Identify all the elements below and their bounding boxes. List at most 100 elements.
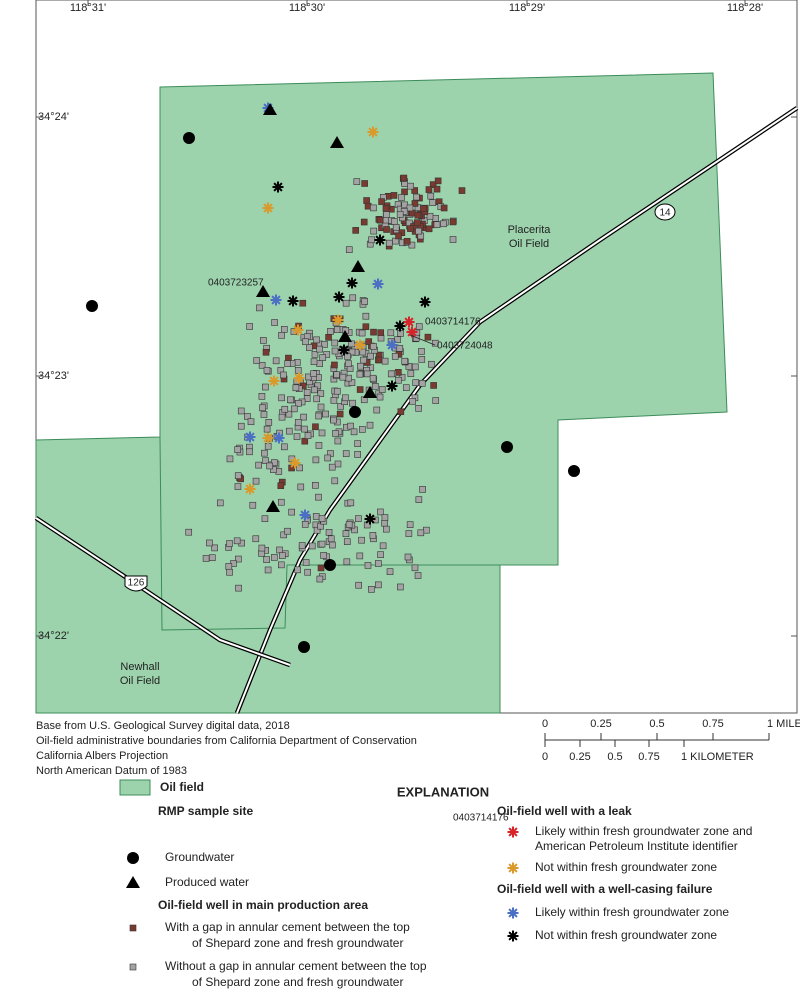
well: [315, 493, 322, 501]
well: [377, 551, 384, 558]
well: [370, 328, 377, 336]
route-label: 14: [659, 208, 671, 219]
well: [423, 526, 430, 534]
well: [339, 373, 347, 381]
well: [266, 462, 273, 470]
well: [278, 394, 285, 402]
leak-not: [290, 458, 300, 468]
well: [330, 397, 338, 404]
well: [356, 386, 364, 393]
well: [428, 360, 435, 368]
casing-failure-not: [365, 514, 375, 524]
well: [235, 555, 242, 563]
well: [331, 477, 339, 485]
well: [418, 379, 426, 387]
well: [383, 226, 390, 233]
scale-label: 0.25: [590, 718, 611, 730]
well: [284, 360, 291, 367]
well: [310, 358, 318, 366]
well: [369, 374, 377, 382]
legend-symbol: [508, 863, 518, 873]
legend-label: of Shepard zone and fresh groundwater: [192, 975, 403, 989]
well: [431, 339, 439, 347]
legend-heading: Oil-field well in main production area: [158, 898, 368, 912]
well: [368, 586, 375, 593]
well: [427, 192, 435, 200]
scale-label: 0.75: [702, 718, 723, 730]
well: [262, 348, 270, 356]
well: [297, 483, 305, 491]
route-label: 126: [128, 578, 145, 589]
well: [315, 412, 322, 420]
well: [347, 422, 354, 430]
well: [369, 532, 377, 539]
produced-water-site: [330, 136, 344, 148]
well: [265, 419, 273, 426]
well: [278, 561, 285, 569]
well: [382, 216, 390, 224]
well: [260, 411, 268, 418]
well: [294, 419, 302, 426]
well: [299, 299, 307, 307]
legend-swatch: [119, 779, 151, 796]
well: [252, 477, 260, 485]
well: [344, 353, 351, 360]
leak-not: [368, 127, 378, 137]
well: [400, 174, 408, 182]
casing-failure-likely: [373, 279, 383, 289]
well: [425, 186, 433, 193]
well: [336, 410, 344, 418]
well: [350, 428, 358, 436]
well: [280, 371, 287, 379]
well: [333, 371, 341, 378]
well: [353, 178, 361, 185]
well: [440, 220, 447, 228]
well: [263, 556, 270, 563]
well-id: 0403723257: [208, 278, 264, 289]
well: [303, 395, 311, 402]
well: [397, 583, 404, 591]
credit: North American Datum of 1983: [36, 765, 187, 777]
well: [366, 421, 374, 429]
well: [347, 499, 355, 507]
legend-label: Likely within fresh groundwater zone: [535, 905, 729, 919]
well: [377, 508, 384, 516]
legend-symbol: [126, 876, 140, 888]
well: [359, 426, 366, 433]
well: [306, 344, 313, 351]
well: [225, 563, 233, 570]
latitude-label: 34°23': [38, 370, 69, 382]
well: [312, 513, 320, 520]
well: [396, 344, 404, 352]
well: [411, 564, 419, 572]
well: [415, 227, 422, 235]
well: [314, 382, 322, 390]
well: [390, 192, 398, 199]
casing-failure-not: [334, 292, 344, 302]
highway: [35, 517, 291, 666]
well: [278, 413, 286, 421]
scale-label: 0: [542, 718, 548, 730]
field-label: Placerita: [508, 224, 552, 236]
well: [208, 554, 216, 562]
leak-not: [294, 373, 304, 383]
leak-not: [263, 433, 273, 443]
longitude-label: 118°31': [70, 2, 106, 14]
well: [429, 181, 437, 188]
well: [383, 525, 390, 533]
well: [304, 432, 312, 439]
well: [343, 558, 351, 566]
well: [358, 536, 365, 544]
well: [313, 336, 320, 344]
well: [296, 464, 303, 472]
well: [361, 180, 368, 187]
well: [295, 399, 302, 407]
credit: Oil-field administrative boundaries from…: [36, 735, 417, 747]
well: [342, 394, 349, 402]
legend-example-id: 0403714176: [453, 813, 509, 824]
well: [292, 384, 300, 392]
leak-not: [263, 203, 273, 213]
well: [398, 194, 405, 201]
longitude-label: 118°30': [289, 2, 325, 14]
well: [301, 521, 309, 528]
